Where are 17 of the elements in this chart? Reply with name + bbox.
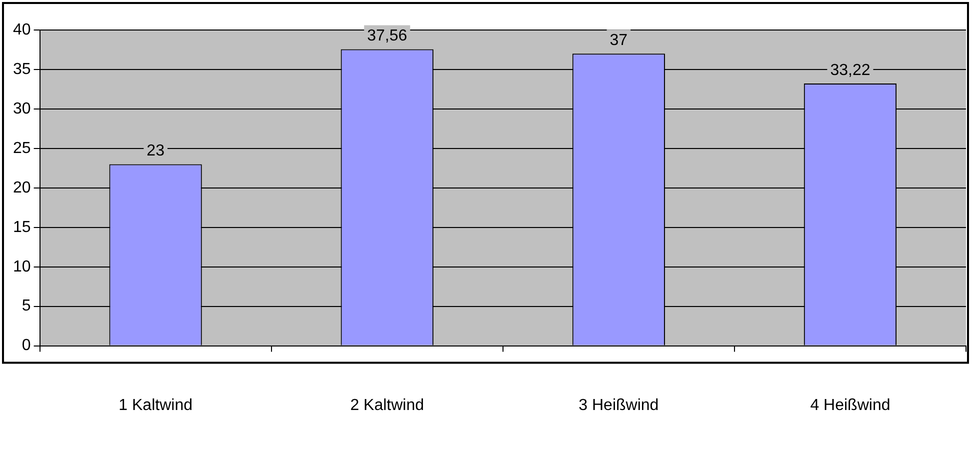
- data-label: 33,22: [830, 62, 870, 79]
- y-tick-label: 25: [13, 140, 31, 157]
- y-tick-label: 0: [22, 337, 31, 354]
- x-tick-label: 3 Heißwind: [578, 396, 659, 414]
- x-tick-label: 4 Heißwind: [810, 396, 890, 414]
- y-tick-label: 30: [13, 100, 31, 118]
- y-tick-label: 15: [13, 218, 31, 236]
- y-tick-label: 5: [22, 298, 31, 315]
- y-tick-label: 40: [13, 21, 31, 38]
- x-tick-label: 2 Kaltwind: [350, 396, 424, 414]
- data-label: 37,56: [367, 28, 408, 45]
- data-label: 23: [146, 142, 165, 160]
- y-tick-label: 10: [13, 258, 31, 276]
- data-label: 37: [610, 32, 628, 50]
- x-tick-label: 1 Kaltwind: [118, 396, 192, 414]
- y-tick-label: 20: [13, 179, 31, 196]
- y-tick-label: 35: [13, 60, 31, 78]
